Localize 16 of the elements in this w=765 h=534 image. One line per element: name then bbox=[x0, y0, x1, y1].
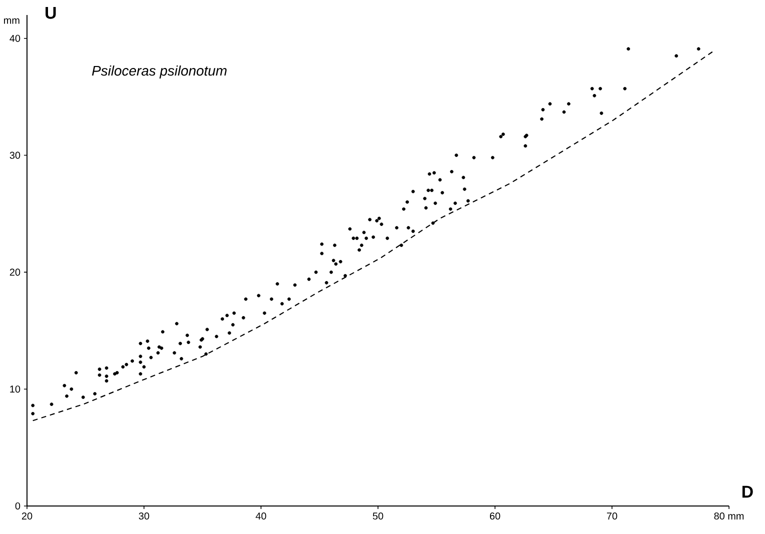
text: mm bbox=[4, 18, 20, 24]
y-axis-title: U bbox=[46, 7, 56, 19]
x-tick-label: 70 bbox=[606, 512, 618, 520]
text: Psiloceras psilonotum bbox=[92, 65, 227, 78]
y-tick-label: 10 bbox=[10, 386, 20, 393]
y-tick-label: 40 bbox=[10, 34, 20, 42]
x-tick-label: 20 bbox=[22, 512, 32, 520]
x-tick-label: 60 bbox=[490, 512, 500, 520]
x-tick-label: 80 mm bbox=[714, 512, 744, 520]
y-tick-label: 20 bbox=[10, 268, 20, 276]
x-tick-label: 50 bbox=[372, 512, 384, 520]
x-tick-label: 30 bbox=[138, 512, 150, 520]
y-tick-label: 30 bbox=[10, 152, 20, 159]
x-axis-title: D bbox=[742, 486, 753, 498]
x-tick-label: 40 bbox=[256, 512, 266, 520]
y-tick-label: 0 bbox=[15, 502, 20, 510]
